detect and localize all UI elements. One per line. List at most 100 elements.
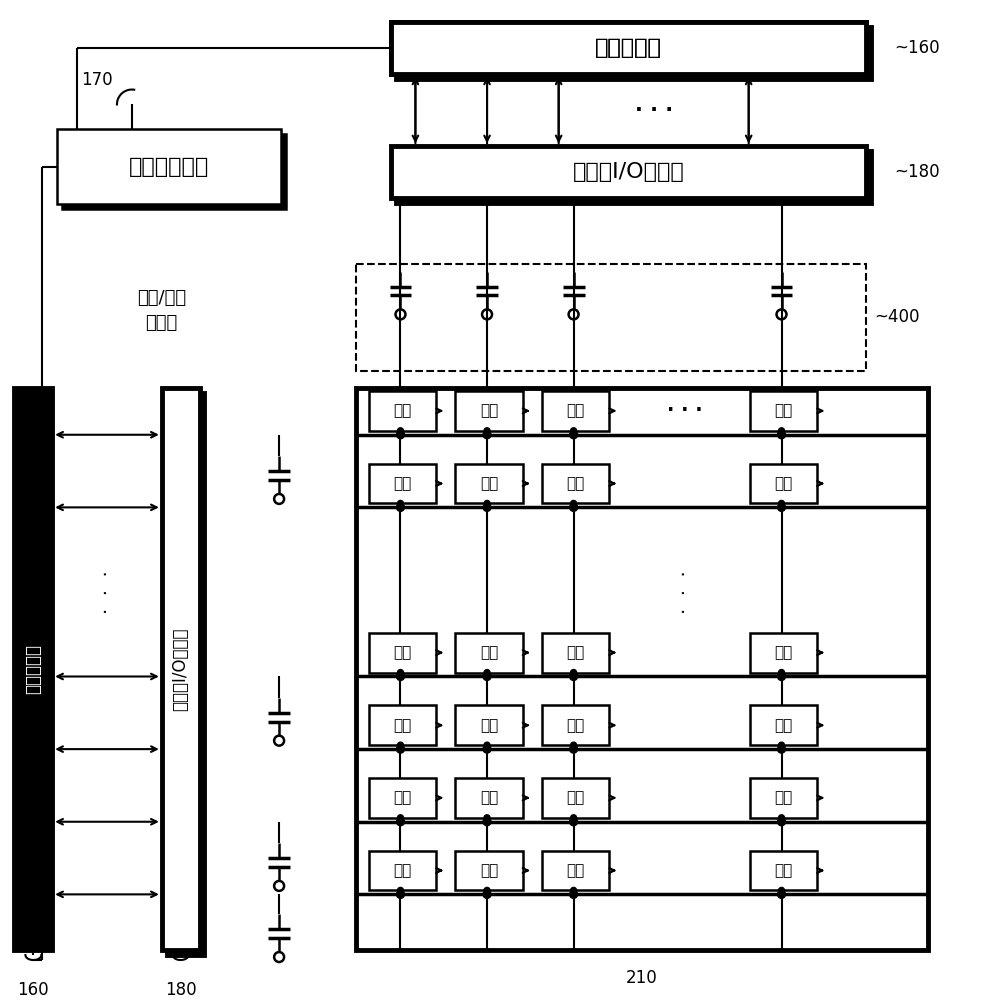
- Circle shape: [778, 745, 785, 753]
- Circle shape: [778, 503, 785, 511]
- Text: 单元: 单元: [393, 863, 412, 878]
- Text: ·  ·  ·: · · ·: [98, 570, 117, 614]
- Text: 测试器通道: 测试器通道: [595, 38, 662, 58]
- Text: 单元: 单元: [566, 476, 585, 491]
- Circle shape: [778, 673, 785, 680]
- Text: 数据线I/O缓冲器: 数据线I/O缓冲器: [572, 162, 684, 182]
- Text: 单元: 单元: [566, 403, 585, 418]
- Circle shape: [484, 670, 490, 676]
- Text: 扫描线I/O缓冲器: 扫描线I/O缓冲器: [172, 627, 190, 711]
- Text: 单元: 单元: [566, 645, 585, 660]
- Text: 210: 210: [625, 969, 658, 987]
- Circle shape: [397, 815, 403, 821]
- Text: ·  ·  ·: · · ·: [676, 570, 695, 614]
- Bar: [390, 22, 866, 74]
- Text: 充电/放点: 充电/放点: [137, 289, 187, 307]
- Circle shape: [396, 745, 404, 753]
- Text: 单元: 单元: [775, 403, 792, 418]
- Circle shape: [570, 745, 578, 753]
- Circle shape: [484, 887, 490, 893]
- Text: 160: 160: [18, 981, 49, 999]
- Bar: [541, 391, 610, 431]
- Bar: [541, 778, 610, 818]
- Bar: [750, 851, 817, 890]
- Circle shape: [571, 670, 577, 676]
- Text: 电容器: 电容器: [145, 314, 178, 332]
- Circle shape: [778, 890, 785, 898]
- Circle shape: [396, 673, 404, 680]
- Circle shape: [778, 431, 785, 439]
- Circle shape: [570, 431, 578, 439]
- Text: 单元: 单元: [566, 863, 585, 878]
- Text: 单元: 单元: [775, 476, 792, 491]
- Text: 单元: 单元: [775, 863, 792, 878]
- Circle shape: [570, 503, 578, 511]
- Bar: [369, 851, 437, 890]
- Bar: [541, 705, 610, 745]
- Text: ~180: ~180: [894, 163, 940, 181]
- Circle shape: [397, 670, 403, 676]
- Circle shape: [484, 428, 490, 434]
- Text: 170: 170: [81, 71, 113, 89]
- Circle shape: [779, 742, 784, 748]
- Text: 单元: 单元: [393, 645, 412, 660]
- Text: 单元: 单元: [480, 476, 498, 491]
- Text: 单元: 单元: [566, 790, 585, 805]
- Bar: [356, 388, 928, 950]
- Bar: [162, 388, 200, 950]
- Circle shape: [396, 890, 404, 898]
- Circle shape: [484, 815, 490, 821]
- Text: 测试器通道: 测试器通道: [595, 38, 662, 58]
- Bar: [455, 851, 523, 890]
- Bar: [455, 633, 523, 673]
- Text: 测试器通道: 测试器通道: [25, 644, 42, 694]
- Circle shape: [396, 818, 404, 826]
- Bar: [750, 391, 817, 431]
- Circle shape: [483, 818, 491, 826]
- Circle shape: [483, 745, 491, 753]
- Bar: [369, 464, 437, 503]
- Circle shape: [483, 890, 491, 898]
- Bar: [369, 391, 437, 431]
- Text: 单元: 单元: [775, 718, 792, 733]
- Text: · · ·: · · ·: [667, 401, 702, 420]
- Bar: [455, 391, 523, 431]
- Circle shape: [571, 742, 577, 748]
- Circle shape: [571, 815, 577, 821]
- Text: ~160: ~160: [894, 39, 940, 57]
- Bar: [455, 778, 523, 818]
- Text: 单元: 单元: [393, 718, 412, 733]
- Circle shape: [779, 500, 784, 506]
- Bar: [369, 778, 437, 818]
- Bar: [541, 851, 610, 890]
- Circle shape: [396, 431, 404, 439]
- Text: 单元: 单元: [393, 403, 412, 418]
- Text: 时间测量仪器: 时间测量仪器: [129, 157, 209, 177]
- Circle shape: [483, 431, 491, 439]
- Circle shape: [779, 428, 784, 434]
- Bar: [15, 388, 52, 950]
- Bar: [750, 778, 817, 818]
- Circle shape: [778, 818, 785, 826]
- Circle shape: [779, 887, 784, 893]
- Bar: [390, 146, 866, 198]
- Circle shape: [570, 890, 578, 898]
- Bar: [62, 134, 287, 209]
- Bar: [541, 464, 610, 503]
- Circle shape: [571, 428, 577, 434]
- Text: 单元: 单元: [480, 718, 498, 733]
- Text: 单元: 单元: [393, 476, 412, 491]
- Bar: [356, 264, 866, 371]
- Circle shape: [571, 887, 577, 893]
- Text: 单元: 单元: [393, 790, 412, 805]
- Circle shape: [570, 818, 578, 826]
- Circle shape: [397, 887, 403, 893]
- Bar: [369, 633, 437, 673]
- Text: 单元: 单元: [480, 863, 498, 878]
- Text: 单元: 单元: [775, 645, 792, 660]
- Text: 单元: 单元: [480, 645, 498, 660]
- Bar: [750, 633, 817, 673]
- Text: · · ·: · · ·: [635, 100, 673, 120]
- Circle shape: [483, 503, 491, 511]
- Bar: [57, 129, 282, 204]
